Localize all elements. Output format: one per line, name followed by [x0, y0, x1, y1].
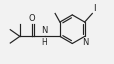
Text: N: N	[82, 38, 88, 47]
Text: N: N	[41, 26, 47, 35]
Text: O: O	[29, 14, 35, 23]
Text: I: I	[92, 4, 95, 12]
Text: H: H	[41, 38, 47, 47]
